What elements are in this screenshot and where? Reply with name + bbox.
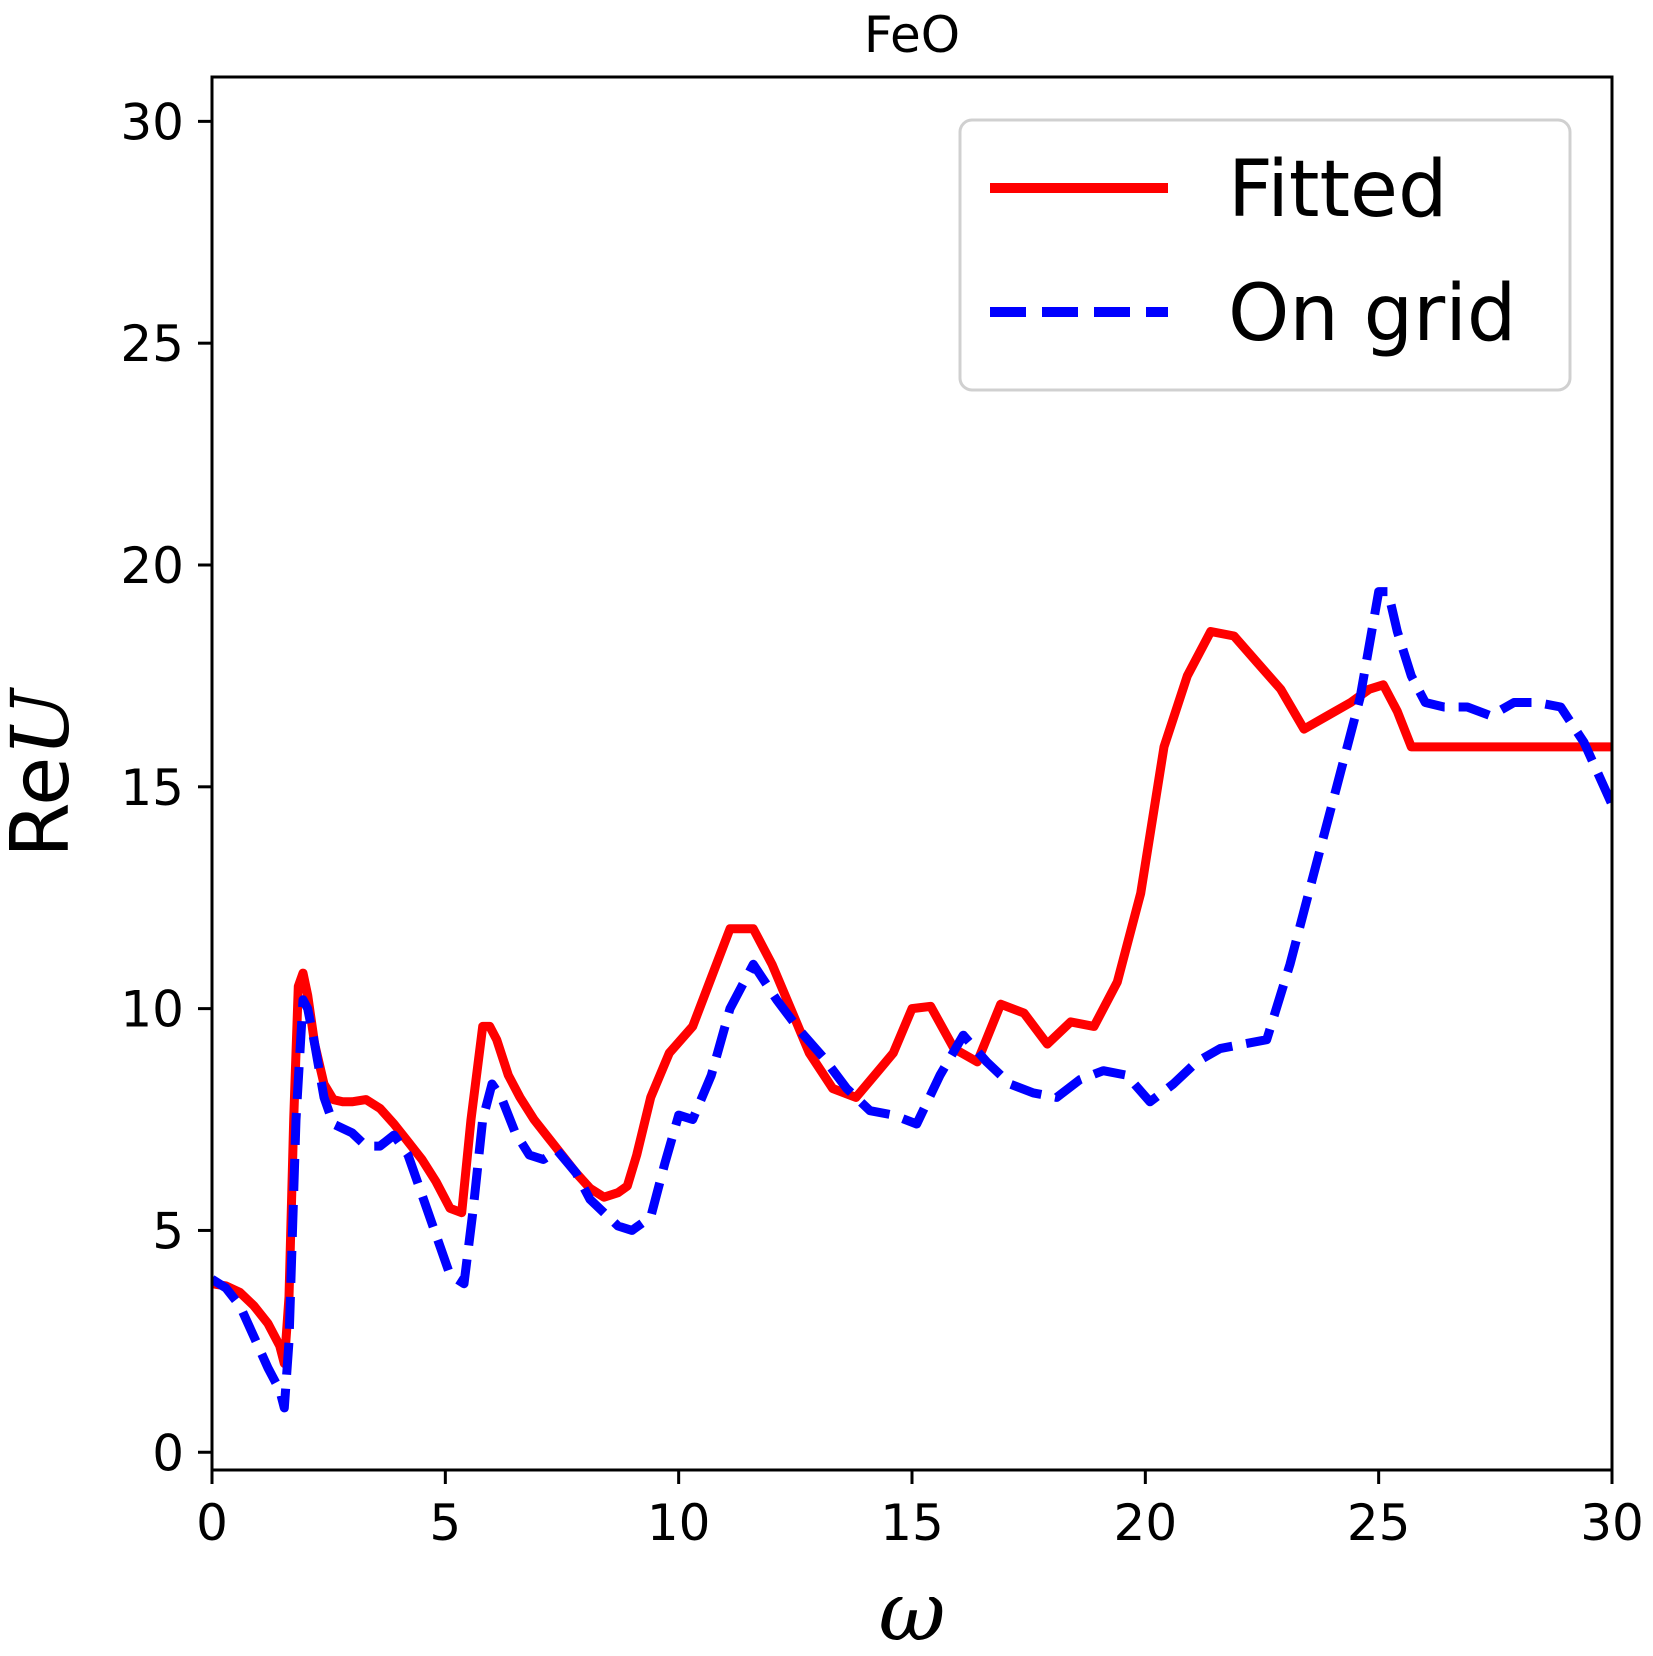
- y-axis: 0 5 10 15 20 25 30: [120, 93, 212, 1482]
- x-tick-label: 0: [196, 1494, 228, 1552]
- legend: Fitted On grid: [958, 118, 1572, 392]
- y-tick-label: 10: [120, 981, 184, 1039]
- y-tick-label: 20: [120, 537, 184, 595]
- series-line-0: [212, 627, 1612, 1368]
- x-axis-label: ω: [879, 1565, 946, 1656]
- y-axis-label-variable: U: [0, 687, 87, 757]
- y-tick-label: 30: [120, 93, 184, 151]
- legend-label-1: On grid: [1228, 269, 1516, 359]
- y-tick-label: 15: [120, 759, 184, 817]
- x-axis: 0 5 10 15 20 25 30: [196, 1470, 1644, 1552]
- x-tick-label: 10: [647, 1494, 711, 1552]
- series-layer: [212, 587, 1612, 1413]
- y-tick-label: 5: [152, 1202, 184, 1260]
- series-line-1: [212, 587, 1612, 1413]
- x-tick-label: 30: [1580, 1494, 1644, 1552]
- y-tick-label: 25: [120, 315, 184, 373]
- x-tick-label: 15: [880, 1494, 944, 1552]
- x-tick-label: 5: [429, 1494, 461, 1552]
- x-tick-label: 25: [1347, 1494, 1411, 1552]
- chart-title: FeO: [864, 6, 960, 64]
- x-tick-label: 20: [1114, 1494, 1178, 1552]
- y-axis-label-prefix: Re: [0, 757, 87, 858]
- legend-label-0: Fitted: [1228, 145, 1448, 235]
- y-tick-label: 0: [152, 1424, 184, 1482]
- y-axis-label: ReU: [0, 687, 87, 858]
